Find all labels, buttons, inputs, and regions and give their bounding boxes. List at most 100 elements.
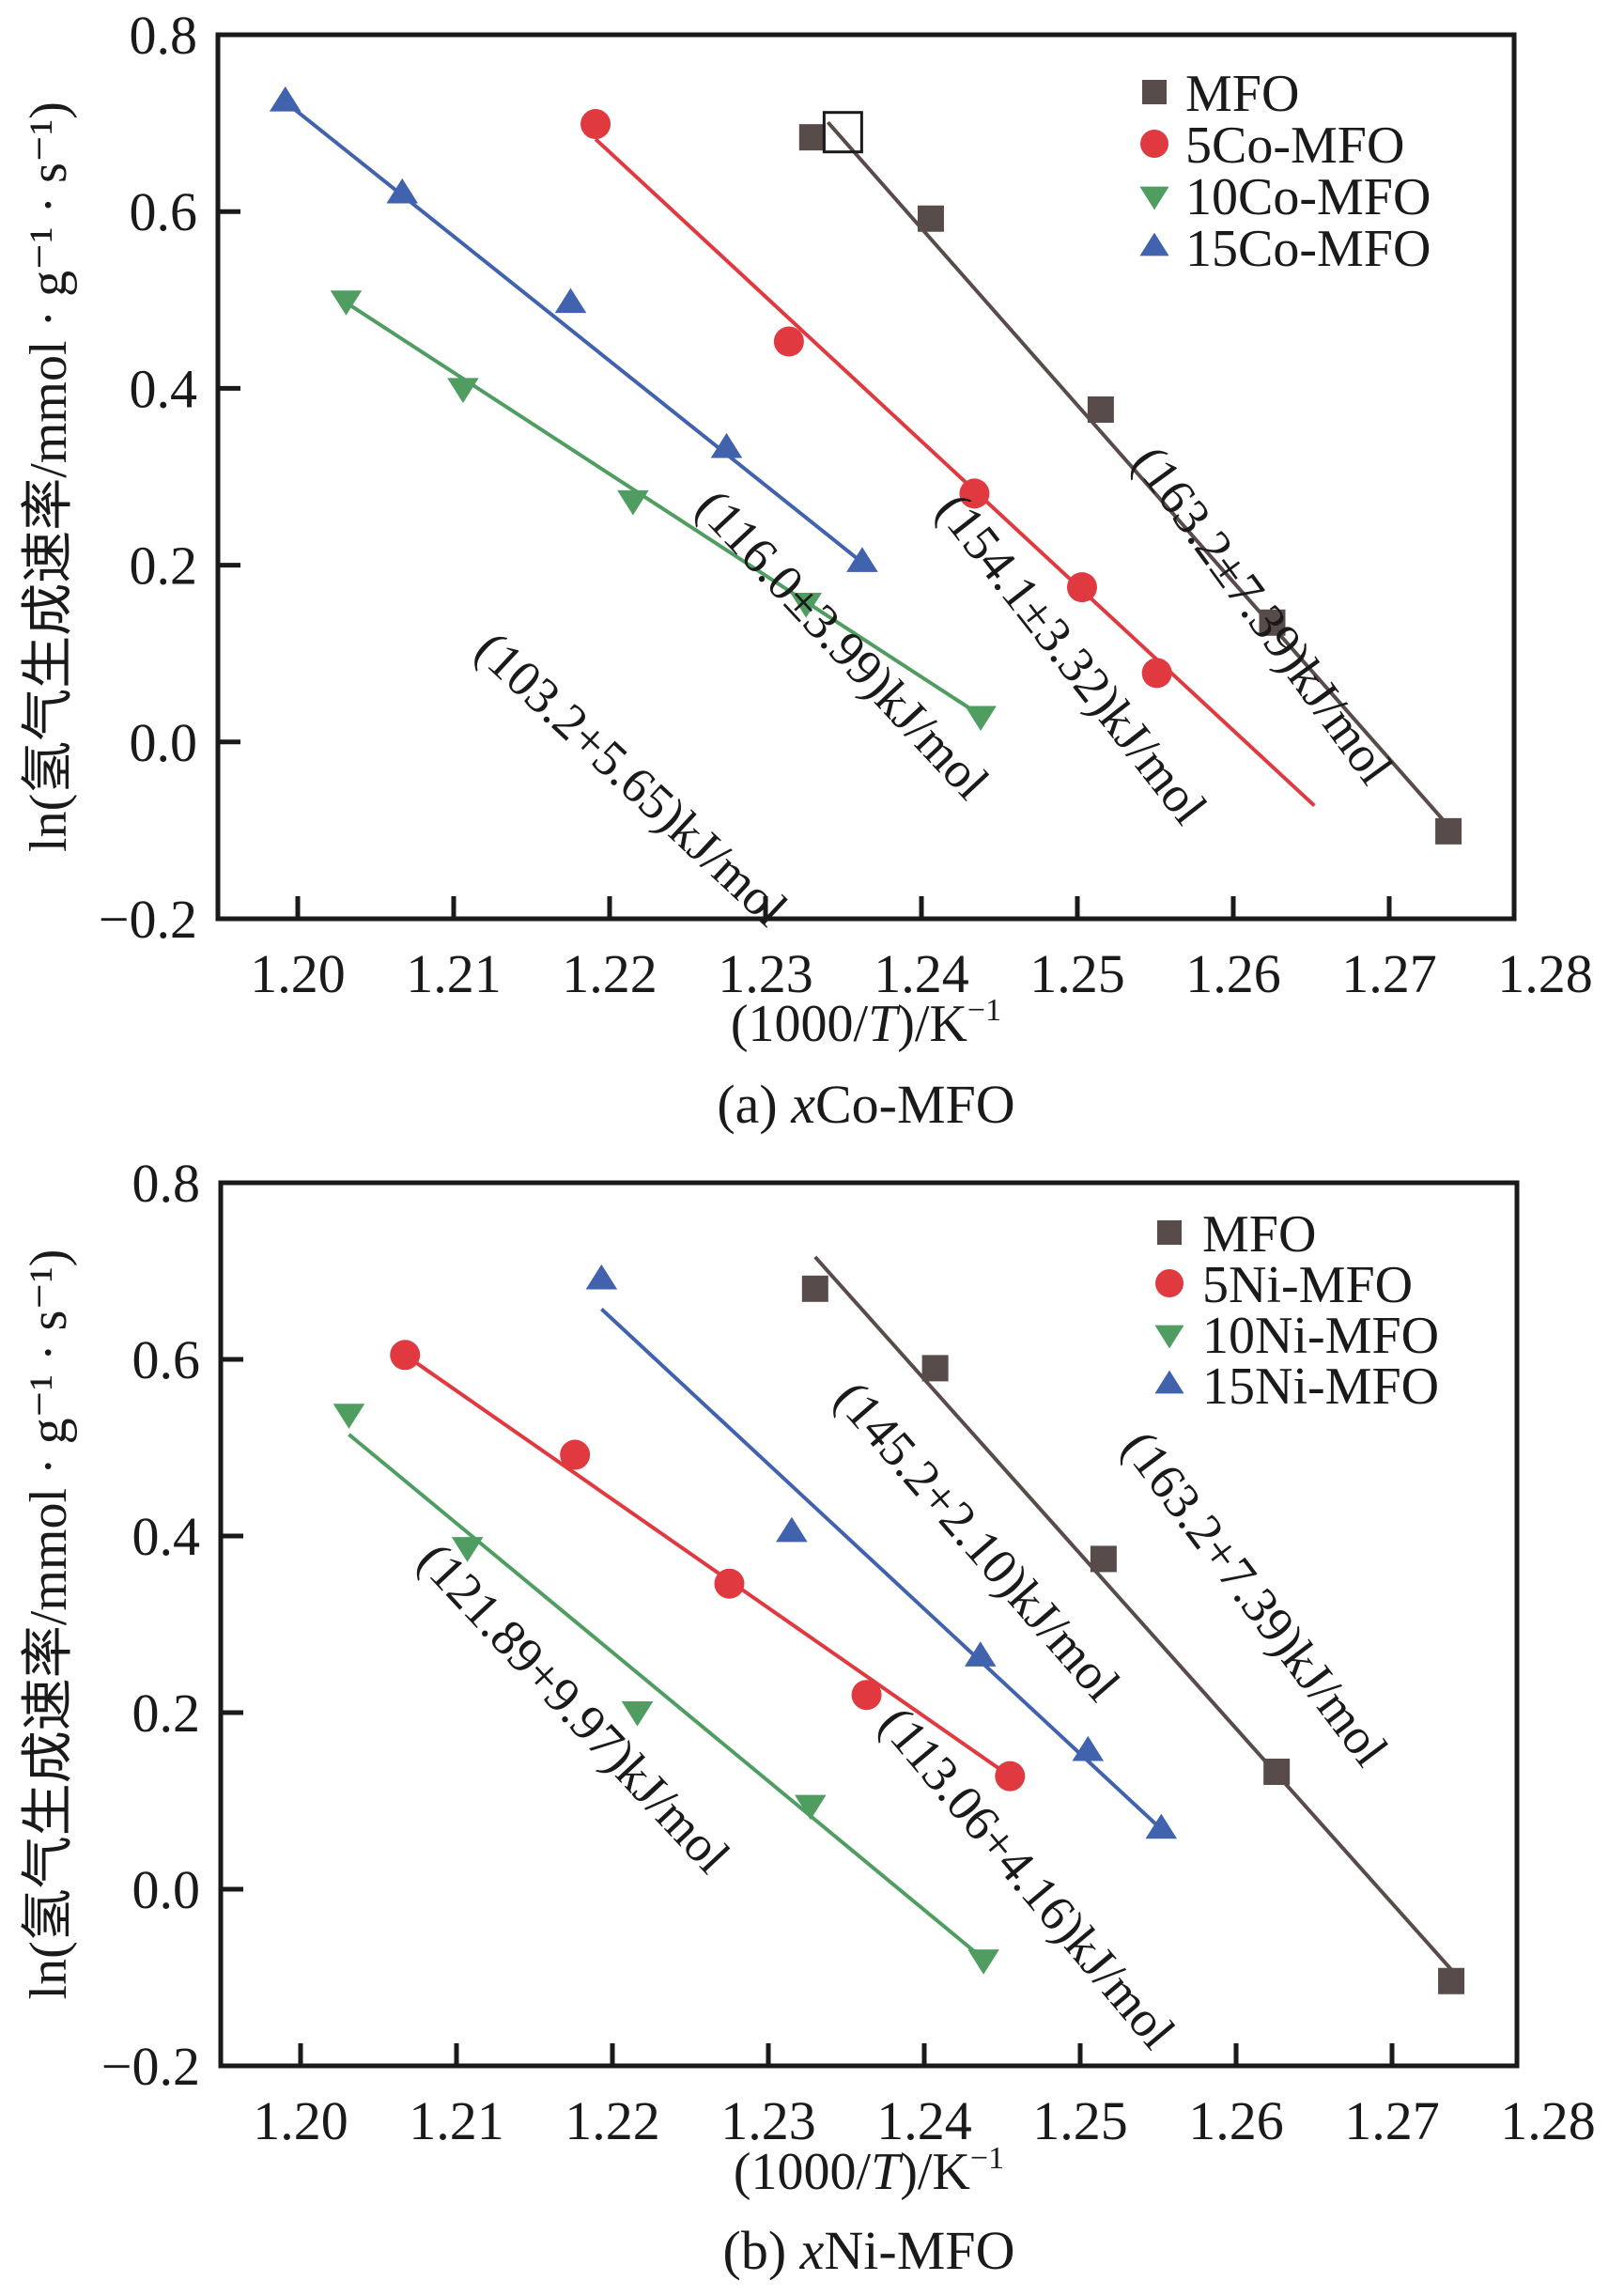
fit-line	[404, 1353, 1012, 1778]
y-tick-label: 0.2	[130, 535, 198, 597]
x-tick-label: 1.21	[406, 943, 502, 1004]
fit-line	[345, 301, 982, 718]
legend-marker	[1139, 186, 1169, 210]
activation-energy-annotation: (163.2+7.39)kJ/mol	[1111, 1420, 1399, 1776]
y-tick-label: 0.0	[130, 712, 198, 773]
legend-label: 5Ni-MFO	[1202, 1256, 1413, 1314]
data-point	[964, 1641, 997, 1667]
data-point	[1090, 1545, 1117, 1573]
fit-line	[813, 1255, 1453, 1971]
data-point	[790, 593, 822, 618]
x-tick-label: 1.20	[253, 2090, 348, 2151]
data-point	[995, 1761, 1026, 1792]
legend-label: 5Co-MFO	[1185, 116, 1404, 175]
y-axis-label: ln(氢气生成速率/mmol · g⁻¹ · s⁻¹)	[20, 1249, 78, 2000]
data-point	[1066, 572, 1097, 603]
data-point	[801, 1275, 828, 1302]
data-point	[967, 1949, 999, 1975]
data-point	[1145, 1813, 1178, 1839]
legend-marker	[1157, 1220, 1182, 1245]
legend-item: 10Co-MFO	[1139, 168, 1431, 226]
panel-caption: (a) xCo-MFO	[717, 1074, 1014, 1135]
data-point	[447, 378, 479, 403]
x-axis-label: (1000/T)/K−1	[734, 2141, 1004, 2201]
series-10co-mfo: (103.2+5.65)kJ/mol	[330, 290, 997, 937]
legend-label: 15Co-MFO	[1185, 220, 1431, 278]
x-tick-label: 1.23	[720, 2090, 816, 2151]
legend-item: MFO	[1142, 65, 1299, 123]
data-point	[1087, 396, 1114, 423]
legend-marker	[1154, 1325, 1184, 1349]
x-tick-label: 1.28	[1500, 2090, 1596, 2151]
fit-line	[600, 1307, 1163, 1831]
x-tick-label: 1.23	[718, 943, 813, 1004]
data-point	[959, 478, 990, 509]
x-tick-label: 1.28	[1497, 943, 1593, 1004]
legend-item: 5Co-MFO	[1140, 116, 1404, 175]
data-point	[621, 1701, 654, 1727]
x-tick-label: 1.25	[1029, 943, 1125, 1004]
data-point	[917, 205, 944, 232]
legend-label: MFO	[1185, 65, 1299, 123]
data-point	[333, 1404, 365, 1429]
highlight-open-square	[822, 111, 863, 154]
x-tick-label: 1.25	[1032, 2090, 1128, 2151]
legend-label: 10Ni-MFO	[1202, 1307, 1439, 1365]
x-tick-label: 1.20	[250, 943, 346, 1004]
x-axis-label: (1000/T)/K−1	[731, 993, 1001, 1053]
activation-energy-annotation: (103.2+5.65)kJ/mol	[465, 620, 798, 937]
data-point	[1072, 1735, 1105, 1761]
data-point	[795, 1794, 827, 1821]
data-point	[554, 287, 587, 314]
x-tick-label: 1.26	[1185, 943, 1281, 1004]
data-point	[617, 489, 649, 516]
legend-item: 15Co-MFO	[1139, 220, 1431, 278]
panel-a-xco-mfo: 1.20 1.21 1.22 1.23 1.24 1.25 1.26 1.27 1.28 −0.2…	[20, 5, 1593, 1135]
y-tick-label: 0.4	[130, 358, 198, 419]
y-tick-label: 0.4	[132, 1506, 201, 1567]
fit-line	[594, 137, 1316, 808]
data-point	[1141, 658, 1172, 689]
legend-item: MFO	[1157, 1205, 1316, 1264]
data-point	[921, 1355, 949, 1382]
y-tick-label: 0.0	[132, 1859, 201, 1920]
fit-line	[348, 1433, 985, 1961]
legend-marker	[1139, 232, 1169, 256]
y-tick-label: −0.2	[101, 2036, 200, 2097]
legend-label: MFO	[1202, 1205, 1316, 1264]
x-tick-label: 1.26	[1188, 2090, 1284, 2151]
legend-item: 5Ni-MFO	[1155, 1256, 1413, 1314]
x-tick-label: 1.22	[562, 943, 658, 1004]
legend-marker	[1154, 1370, 1184, 1394]
fit-line	[826, 120, 1446, 822]
data-point	[451, 1537, 484, 1562]
y-tick-label: 0.8	[132, 1153, 201, 1214]
y-axis-label: ln(氢气生成速率/mmol · g⁻¹ · s⁻¹)	[20, 101, 78, 852]
data-point	[851, 1680, 882, 1711]
panel-caption: (b) xNi-MFO	[723, 2220, 1015, 2281]
data-point	[580, 109, 611, 140]
series-15ni-mfo: (145.2+2.10)kJ/mol	[585, 1264, 1178, 1839]
series-5ni-mfo: (113.06+4.16)kJ/mol	[390, 1340, 1186, 2059]
data-point	[386, 178, 419, 204]
data-point	[1259, 609, 1286, 636]
data-point	[773, 326, 804, 357]
x-tick-label: 1.27	[1344, 2090, 1440, 2151]
y-tick-label: −0.2	[99, 889, 197, 950]
data-point	[846, 547, 878, 572]
y-tick-label: 0.2	[132, 1683, 201, 1744]
panel-b-xni-mfo: 1.20 1.21 1.22 1.23 1.24 1.25 1.26 1.27 1.28 −0.2…	[20, 1153, 1596, 2281]
data-point	[798, 124, 826, 151]
data-point	[714, 1568, 745, 1599]
data-point	[776, 1516, 808, 1543]
data-point	[269, 86, 302, 112]
legend-label: 10Co-MFO	[1185, 168, 1431, 226]
data-point	[390, 1340, 421, 1371]
data-point	[560, 1439, 591, 1470]
data-point	[1263, 1758, 1291, 1785]
legend-label: 15Ni-MFO	[1202, 1357, 1439, 1416]
data-point	[330, 290, 363, 316]
activation-energy-annotation: (113.06+4.16)kJ/mol	[869, 1696, 1186, 2059]
x-tick-label: 1.24	[874, 943, 969, 1004]
